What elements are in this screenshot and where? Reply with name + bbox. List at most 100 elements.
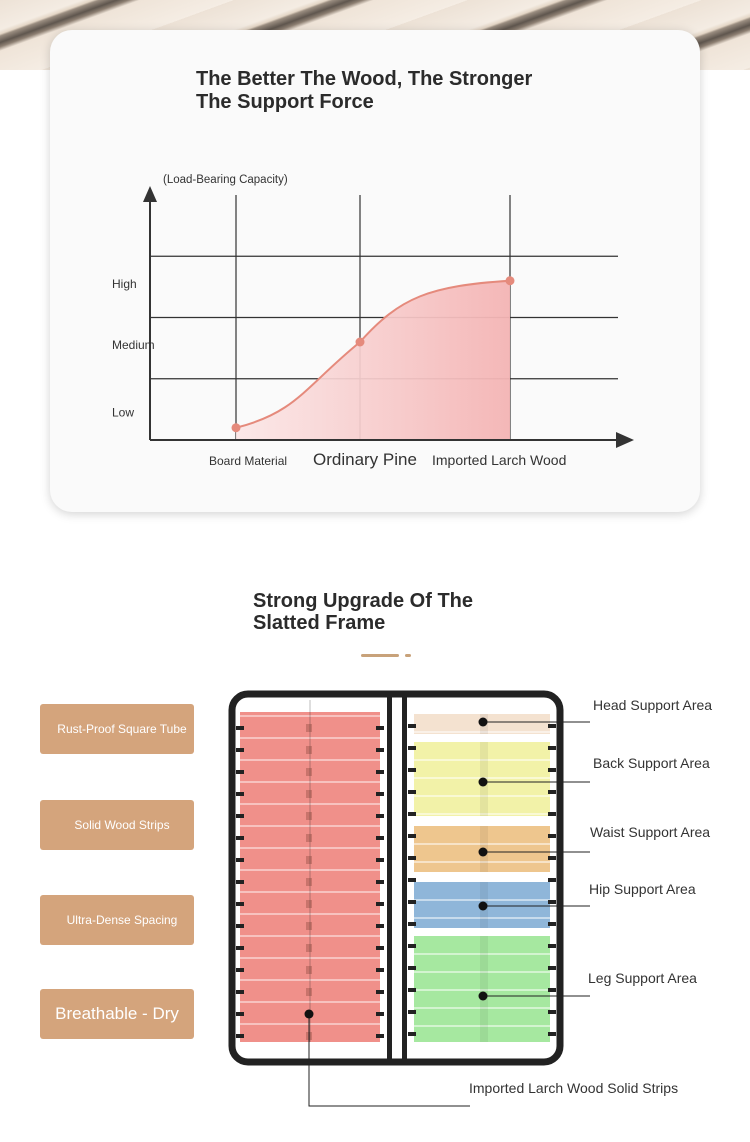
callout-dot (304, 1009, 314, 1019)
slat-center-mark (306, 922, 312, 930)
y-axis-arrow (143, 186, 157, 202)
slat-clip (408, 856, 416, 860)
slat-clip (548, 944, 556, 948)
slat-clip (236, 880, 244, 884)
slat-clip (408, 724, 416, 728)
slat-center-mark (306, 790, 312, 798)
slat-clip (236, 836, 244, 840)
y-axis-label: (Load-Bearing Capacity) (163, 174, 288, 186)
callout-line (308, 1014, 470, 1107)
slat-clip (236, 924, 244, 928)
slat-clip (548, 834, 556, 838)
slat-clip (376, 748, 384, 752)
slat-clip (548, 1010, 556, 1014)
slat-clip (408, 944, 416, 948)
slat-clip (548, 1032, 556, 1036)
slat-clip (548, 724, 556, 728)
slat-clip (236, 968, 244, 972)
slat-clip (408, 790, 416, 794)
chart-title-line-1: The Better The Wood, The Stronger (196, 68, 533, 90)
callout-dot (478, 777, 488, 787)
slat-clip (548, 856, 556, 860)
label-hip-support: Hip Support Area (589, 881, 696, 897)
feature-ultra-dense-spacing: Ultra-Dense Spacing (40, 895, 194, 945)
slat-center-mark (306, 966, 312, 974)
slat-clip (236, 858, 244, 862)
y-tick-label: High (112, 277, 137, 291)
section-title: Strong Upgrade Of The Slatted Frame (253, 590, 573, 634)
y-tick-label: Medium (112, 338, 155, 352)
center-beam-right (402, 697, 407, 1059)
callout-dot (478, 991, 488, 1001)
slat-center-mark (306, 768, 312, 776)
slat-clip (548, 746, 556, 750)
slat-clip (236, 748, 244, 752)
callout-dot (478, 847, 488, 857)
slat-clip (548, 988, 556, 992)
slat-clip (408, 834, 416, 838)
data-point (231, 423, 241, 433)
slat-clip (376, 902, 384, 906)
callout-dot (478, 717, 488, 727)
slat-clip (408, 922, 416, 926)
x-tick-labels: Board Material Ordinary Pine Imported Larc… (209, 450, 566, 469)
feature-breathable-dry: Breathable - Dry (40, 989, 194, 1039)
center-beam-left (387, 697, 392, 1059)
data-points (231, 276, 515, 433)
slat-center-mark (306, 746, 312, 754)
slat-clip (548, 922, 556, 926)
slat-clip (408, 1010, 416, 1014)
frame-outline (228, 690, 564, 1066)
feature-solid-wood-strips: Solid Wood Strips (40, 800, 194, 850)
slat-clip (236, 1034, 244, 1038)
slat-clip (376, 770, 384, 774)
slat-clip (408, 878, 416, 882)
section-title-line-2: Slatted Frame (253, 612, 386, 634)
zone-center-strip (480, 936, 488, 1042)
slat-center-mark (306, 988, 312, 996)
x-axis-arrow (616, 432, 634, 448)
feature-rust-proof-tube: Rust-Proof Square Tube (40, 704, 194, 754)
slat-clip (548, 966, 556, 970)
slat-center-mark (306, 944, 312, 952)
label-back-support: Back Support Area (593, 755, 710, 771)
slat-clip (548, 878, 556, 882)
slat-clip (236, 946, 244, 950)
slat-clip (548, 790, 556, 794)
section-title-line-1: Strong Upgrade Of The (253, 590, 473, 612)
slat-clip (236, 792, 244, 796)
x-tick-label: Ordinary Pine (313, 450, 417, 469)
slat-clip (376, 1034, 384, 1038)
slat-center-mark (306, 878, 312, 886)
slat-clip (376, 968, 384, 972)
slat-clip (548, 900, 556, 904)
left-slat-panel (236, 700, 384, 1042)
y-tick-labels: Low Medium High (112, 277, 155, 420)
y-tick-label: Low (112, 405, 134, 419)
slat-clip (548, 812, 556, 816)
slat-clip (408, 812, 416, 816)
label-head-support: Head Support Area (593, 697, 713, 713)
slat-center-mark (306, 900, 312, 908)
slat-clip (548, 768, 556, 772)
slat-clip (376, 924, 384, 928)
slat-clip (236, 726, 244, 730)
slat-clip (376, 792, 384, 796)
slat-clip (236, 1012, 244, 1016)
slat-clip (376, 726, 384, 730)
slat-clip (408, 900, 416, 904)
callout-dot (478, 901, 488, 911)
x-tick-label: Board Material (209, 454, 287, 468)
callout-lines (304, 717, 590, 1107)
data-point (355, 337, 365, 347)
slat-clip (408, 746, 416, 750)
slat-clip (236, 902, 244, 906)
slat-center-mark (306, 856, 312, 864)
area-fill (236, 280, 510, 440)
left-panel (240, 712, 380, 1042)
chart-title: The Better The Wood, The Stronger The Su… (196, 68, 556, 114)
slat-clip (408, 988, 416, 992)
slat-center-mark (306, 834, 312, 842)
x-tick-label: Imported Larch Wood (432, 452, 566, 468)
slat-clip (376, 946, 384, 950)
